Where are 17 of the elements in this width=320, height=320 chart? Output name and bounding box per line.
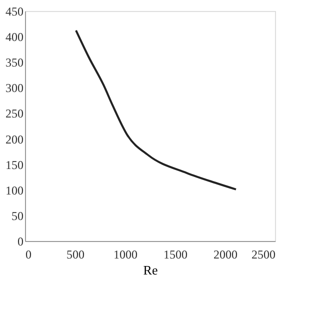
y-tick-label: 50	[12, 208, 24, 223]
y-tick-label: 100	[6, 183, 24, 198]
y-tick-label: 250	[6, 106, 24, 121]
y-tick-label: 150	[6, 158, 24, 172]
x-tick-label: 2000	[214, 248, 238, 262]
y-tick-label: 0	[18, 234, 24, 248]
y-tick-label: 350	[6, 56, 24, 70]
x-tick-label: 2500	[252, 248, 276, 262]
y-tick-label: 200	[6, 132, 24, 146]
y-tick-label: 450	[6, 4, 24, 18]
y-tick-label: 400	[6, 30, 24, 44]
line-series	[75, 29, 237, 190]
x-axis-title: Re	[143, 262, 158, 278]
x-tick-label: 1000	[114, 248, 138, 262]
x-tick-label: 500	[66, 248, 84, 262]
x-tick-label: 1500	[164, 248, 188, 262]
y-tick-label: 300	[6, 81, 24, 96]
